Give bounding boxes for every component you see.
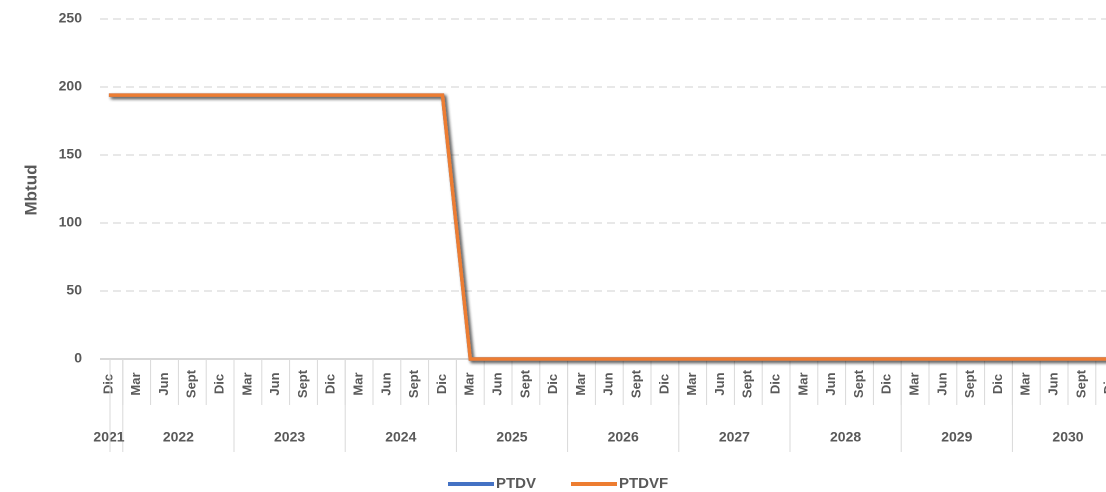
x-group-label: 2023 (274, 429, 305, 445)
y-tick-label: 100 (59, 214, 83, 230)
x-tick-label: Sept (517, 369, 532, 398)
x-tick-label: Dic (545, 374, 560, 394)
y-tick-label: 0 (74, 350, 82, 366)
x-group-label: 2027 (719, 429, 750, 445)
x-tick-label: Sept (184, 369, 199, 398)
x-tick-label: Sept (962, 369, 977, 398)
x-tick-label: Jun (378, 372, 393, 395)
x-group-label: 2029 (941, 429, 972, 445)
x-group-label: 2025 (496, 429, 527, 445)
legend-label: PTDV (496, 475, 536, 492)
x-tick-label: Mar (573, 372, 588, 395)
x-tick-label: Dic (100, 374, 115, 394)
x-group-label: 2024 (385, 429, 416, 445)
x-tick-label: Jun (156, 372, 171, 395)
x-tick-label: Mar (128, 372, 143, 395)
legend-label: PTDVF (619, 475, 668, 492)
x-tick-label: Mar (907, 372, 922, 395)
x-tick-label: Dic (990, 374, 1005, 394)
x-tick-label: Sept (1073, 369, 1088, 398)
series-line (108, 93, 1106, 361)
x-tick-label: Sept (740, 369, 755, 398)
x-group-label: 2026 (608, 429, 639, 445)
x-tick-label: Jun (267, 372, 282, 395)
x-tick-label: Jun (601, 372, 616, 395)
x-tick-label: Mar (1018, 372, 1033, 395)
series-line (108, 93, 1106, 361)
x-tick-label: Mar (239, 372, 254, 395)
x-tick-label: Sept (295, 369, 310, 398)
x-tick-label: Mar (351, 372, 366, 395)
y-tick-label: 50 (66, 282, 82, 298)
x-tick-label: Sept (629, 369, 644, 398)
y-axis-label: Mbtud (21, 165, 40, 216)
x-tick-label: Jun (490, 372, 505, 395)
x-tick-label: Dic (212, 374, 227, 394)
x-tick-label: Sept (851, 369, 866, 398)
x-tick-label: Jun (1046, 372, 1061, 395)
x-tick-label: Dic (656, 374, 671, 394)
x-tick-label: Jun (934, 372, 949, 395)
x-tick-label: Dic (879, 374, 894, 394)
x-tick-label: Dic (1101, 374, 1106, 394)
x-tick-label: Mar (795, 372, 810, 395)
y-tick-label: 250 (59, 10, 83, 26)
x-tick-label: Dic (434, 374, 449, 394)
x-tick-label: Jun (823, 372, 838, 395)
x-tick-label: Dic (768, 374, 783, 394)
x-tick-label: Dic (323, 374, 338, 394)
x-group-label: 2030 (1052, 429, 1083, 445)
x-group-label: 2021 (93, 429, 124, 445)
x-tick-label: Mar (462, 372, 477, 395)
y-tick-label: 200 (59, 78, 83, 94)
x-group-label: 2028 (830, 429, 861, 445)
y-tick-label: 150 (59, 146, 83, 162)
x-group-label: 2022 (163, 429, 194, 445)
x-tick-label: Sept (406, 369, 421, 398)
x-tick-label: Mar (684, 372, 699, 395)
x-tick-label: Jun (712, 372, 727, 395)
